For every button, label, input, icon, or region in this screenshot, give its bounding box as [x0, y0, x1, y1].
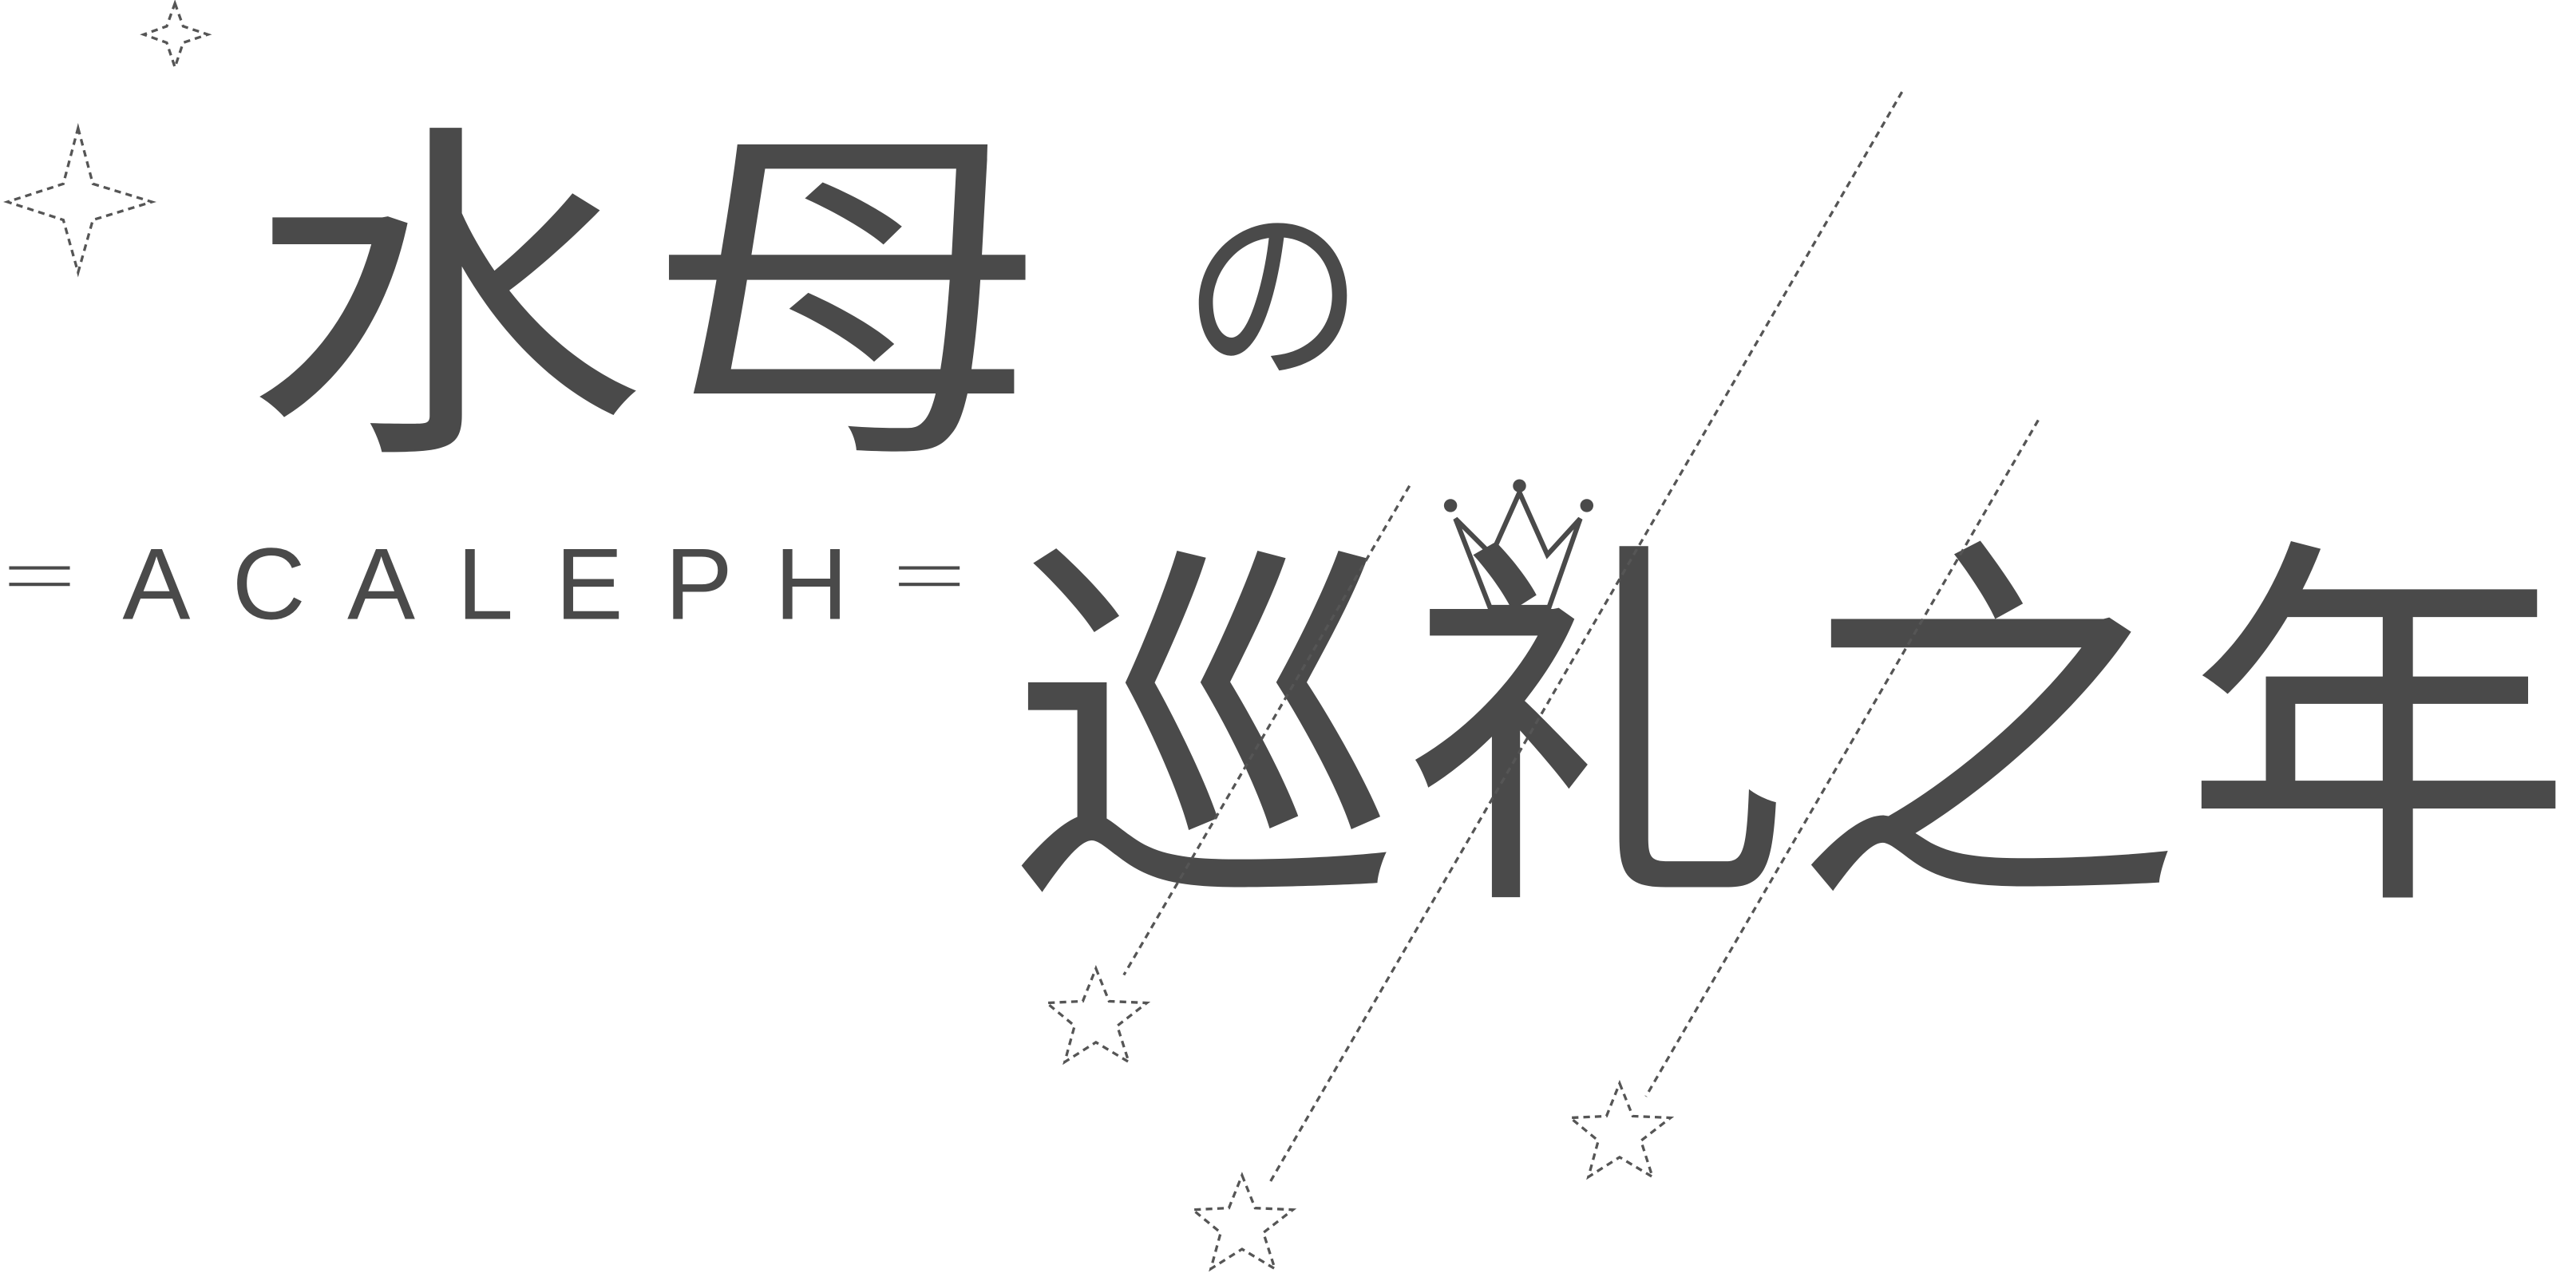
crown-dot	[1443, 499, 1458, 512]
sparkle-star	[3, 122, 156, 278]
crown-dot	[1513, 479, 1526, 492]
star-trail	[1122, 484, 1411, 976]
crown	[1453, 486, 1583, 611]
crown-dot	[1580, 499, 1594, 512]
equal-marks	[9, 566, 960, 587]
falling-star	[1566, 1079, 1675, 1180]
title-top: 水母	[244, 97, 1049, 508]
title-bottom: 巡礼之年	[1011, 508, 2574, 958]
falling-star	[1189, 1172, 1297, 1272]
title-particle: の	[1183, 183, 1363, 412]
subtitle: ACALEPH	[122, 528, 848, 641]
star-trail	[1267, 91, 1904, 1186]
star-trail	[1644, 419, 2040, 1097]
falling-star	[1043, 964, 1151, 1065]
